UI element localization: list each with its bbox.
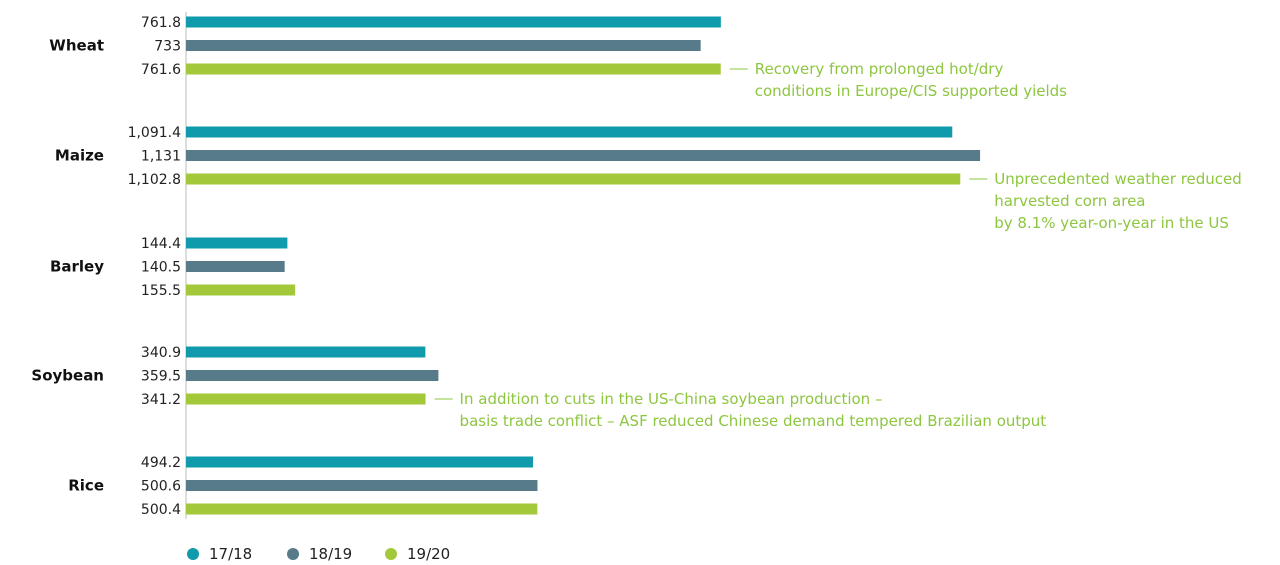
legend-label-19-20: 19/20 <box>407 545 450 563</box>
bar-rice-17-18 <box>186 456 533 468</box>
value-label-wheat-19-20: 761.6 <box>141 62 181 78</box>
bar-maize-18-19 <box>186 150 981 161</box>
value-label-wheat-18-19: 733 <box>154 39 181 55</box>
bar-wheat-19-20 <box>186 63 721 75</box>
bar-soybean-18-19 <box>186 370 439 381</box>
legend-swatch-17-18 <box>187 548 199 560</box>
value-label-maize-17-18: 1,091.4 <box>128 125 182 141</box>
category-label-barley: Barley <box>50 258 104 276</box>
value-label-rice-19-20: 500.4 <box>141 502 181 518</box>
category-label-maize: Maize <box>55 147 104 165</box>
category-label-wheat: Wheat <box>49 37 104 55</box>
annotation-maize-line-3: by 8.1% year-on-year in the US <box>994 214 1229 232</box>
legend: 17/18 18/19 19/20 <box>187 545 450 563</box>
bar-wheat-18-19 <box>186 40 701 51</box>
category-label-rice: Rice <box>68 477 104 495</box>
annotations-layer: Recovery from prolonged hot/dry condition… <box>434 60 1242 430</box>
value-label-rice-18-19: 500.6 <box>141 479 181 495</box>
annotation-soybean-line-1: In addition to cuts in the US-China soyb… <box>460 390 883 408</box>
bar-maize-19-20 <box>186 173 961 185</box>
bar-wheat-17-18 <box>186 16 721 28</box>
bar-barley-18-19 <box>186 261 285 272</box>
value-label-maize-18-19: 1,131 <box>141 149 181 165</box>
value-label-soybean-18-19: 359.5 <box>141 369 181 385</box>
annotation-wheat-line-2: conditions in Europe/CIS supported yield… <box>755 82 1067 100</box>
annotation-maize-line-2: harvested corn area <box>994 192 1145 210</box>
value-label-barley-17-18: 144.4 <box>141 236 181 252</box>
legend-swatch-19-20 <box>385 548 397 560</box>
bar-rice-18-19 <box>186 480 538 491</box>
value-label-barley-18-19: 140.5 <box>141 260 181 276</box>
annotation-maize-line-1: Unprecedented weather reduced <box>994 170 1242 188</box>
bar-barley-19-20 <box>186 284 296 296</box>
labels-layer: Wheat 761.8 733 761.6 Maize 1,091.4 1,131 1,102… <box>31 15 181 518</box>
value-label-wheat-17-18: 761.8 <box>141 15 181 31</box>
value-label-maize-19-20: 1,102.8 <box>128 172 181 188</box>
annotation-soybean-line-2: basis trade conflict – ASF reduced Chine… <box>460 412 1047 430</box>
bar-soybean-19-20 <box>186 393 426 405</box>
value-label-rice-17-18: 494.2 <box>141 455 181 471</box>
bars-layer <box>185 12 981 519</box>
bar-rice-19-20 <box>186 503 538 515</box>
bar-barley-17-18 <box>186 237 288 249</box>
category-label-soybean: Soybean <box>31 367 104 385</box>
bar-maize-17-18 <box>186 126 953 138</box>
legend-label-18-19: 18/19 <box>309 545 352 563</box>
legend-label-17-18: 17/18 <box>209 545 252 563</box>
legend-swatch-18-19 <box>287 548 299 560</box>
value-label-soybean-19-20: 341.2 <box>141 392 181 408</box>
bar-soybean-17-18 <box>186 346 426 358</box>
value-label-soybean-17-18: 340.9 <box>141 345 181 361</box>
value-label-barley-19-20: 155.5 <box>141 283 181 299</box>
annotation-wheat-line-1: Recovery from prolonged hot/dry <box>755 60 1004 78</box>
